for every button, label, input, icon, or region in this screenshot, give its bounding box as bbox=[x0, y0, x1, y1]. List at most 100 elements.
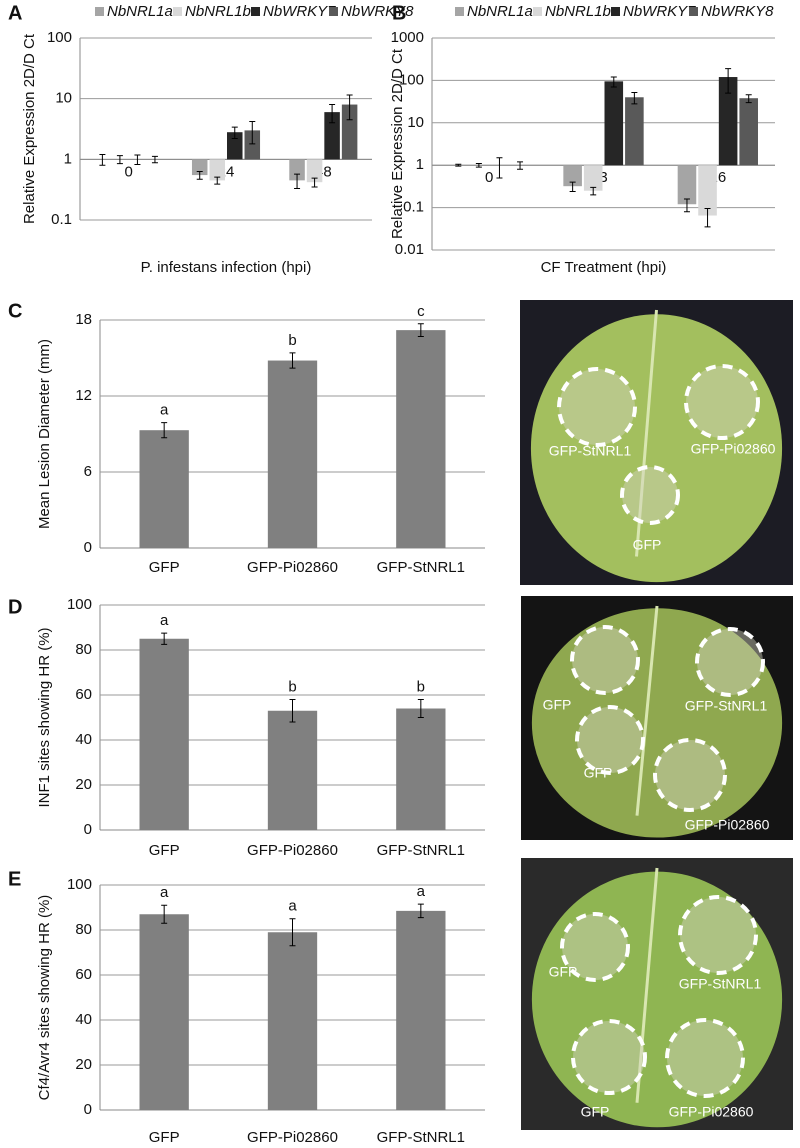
bar bbox=[139, 914, 189, 1110]
significance-label: b bbox=[288, 678, 296, 695]
y-tick-label: 0.1 bbox=[403, 199, 424, 216]
leaf-photo: GFP GFP-StNRL1 GFP GFP-Pi02860 bbox=[521, 858, 793, 1130]
significance-label: a bbox=[160, 612, 169, 629]
bar bbox=[227, 132, 243, 160]
error-bar bbox=[417, 903, 424, 919]
panel-letter: D bbox=[8, 596, 22, 618]
error-bar bbox=[455, 163, 462, 167]
bar bbox=[396, 708, 446, 830]
y-tick-label: 0 bbox=[84, 821, 92, 838]
leaf-photo: GFP GFP-StNRL1 GFP GFP-Pi02860 bbox=[521, 596, 793, 840]
error-bar bbox=[417, 323, 424, 337]
infiltration-site bbox=[695, 627, 765, 697]
legend-swatch bbox=[689, 7, 698, 16]
significance-label: a bbox=[160, 884, 169, 901]
y-axis-label: Relative Expression 2D/D Ct bbox=[389, 48, 406, 239]
site-label: GFP-Pi02860 bbox=[685, 817, 770, 833]
y-axis-label: Mean Lesion Diameter (mm) bbox=[36, 339, 53, 529]
error-bar bbox=[196, 171, 203, 180]
y-tick-label: 100 bbox=[67, 876, 92, 893]
bar bbox=[267, 932, 318, 1110]
x-tick-label: GFP-Pi02860 bbox=[247, 559, 338, 576]
significance-label: a bbox=[160, 402, 169, 419]
site-label: GFP bbox=[543, 697, 572, 713]
y-tick-label: 0 bbox=[84, 539, 92, 556]
x-tick-label: GFP-StNRL1 bbox=[377, 842, 465, 859]
bar bbox=[718, 77, 738, 166]
y-tick-label: 18 bbox=[75, 311, 92, 328]
bar bbox=[739, 98, 758, 166]
legend-swatch bbox=[455, 7, 464, 16]
significance-label: c bbox=[417, 303, 425, 320]
error-bar bbox=[631, 91, 638, 105]
error-bar bbox=[151, 155, 158, 164]
y-axis-label: INF1 sites showing HR (%) bbox=[36, 627, 53, 807]
y-tick-label: 80 bbox=[75, 921, 92, 938]
bar bbox=[191, 159, 208, 176]
y-tick-label: 12 bbox=[75, 387, 92, 404]
bar bbox=[324, 112, 340, 160]
x-tick-label: GFP-StNRL1 bbox=[377, 1129, 465, 1146]
y-axis-label: Cf4/Avr4 sites showing HR (%) bbox=[36, 895, 53, 1101]
panel-letter: A bbox=[8, 2, 22, 24]
infiltration-site bbox=[560, 912, 630, 982]
y-tick-label: 100 bbox=[67, 596, 92, 613]
bar bbox=[139, 638, 189, 830]
error-bar bbox=[161, 422, 168, 439]
y-tick-label: 60 bbox=[75, 686, 92, 703]
category-label: 0 bbox=[124, 163, 132, 180]
legend-swatch bbox=[533, 7, 542, 16]
category-label: 0 bbox=[485, 169, 493, 186]
legend-label: NbNRL1a bbox=[467, 3, 533, 20]
y-tick-label: 6 bbox=[84, 463, 92, 480]
error-bar bbox=[417, 699, 424, 718]
bar bbox=[306, 159, 323, 183]
x-tick-label: GFP-Pi02860 bbox=[247, 842, 338, 859]
bar bbox=[583, 165, 603, 191]
legend-label: NbWRKY8 bbox=[341, 3, 414, 20]
y-tick-label: 100 bbox=[399, 71, 424, 88]
error-bar bbox=[289, 918, 296, 947]
bar bbox=[209, 159, 225, 181]
site-label: GFP-Pi02860 bbox=[691, 441, 776, 457]
panel-letter: B bbox=[392, 2, 406, 24]
leaf-vein bbox=[635, 867, 659, 1103]
error-bar bbox=[610, 76, 617, 88]
legend-swatch bbox=[611, 7, 620, 16]
site-label: GFP-Pi02860 bbox=[669, 1104, 754, 1120]
error-bar bbox=[496, 157, 503, 179]
x-tick-label: GFP-StNRL1 bbox=[377, 559, 465, 576]
infiltration-site bbox=[575, 705, 645, 775]
leaf bbox=[530, 314, 783, 583]
bar bbox=[677, 165, 697, 205]
bar bbox=[563, 165, 582, 187]
error-bar bbox=[134, 154, 141, 166]
legend-label: NbNRL1b bbox=[545, 3, 611, 20]
x-axis-label: P. infestans infection (hpi) bbox=[141, 259, 312, 276]
error-bar bbox=[590, 186, 597, 196]
y-axis-label: Relative Expression 2D/D Ct bbox=[21, 33, 38, 224]
legend-swatch bbox=[329, 7, 338, 16]
y-tick-label: 40 bbox=[75, 1011, 92, 1028]
y-tick-label: 60 bbox=[75, 966, 92, 983]
legend-swatch bbox=[173, 7, 182, 16]
error-bar bbox=[569, 181, 576, 192]
error-bar bbox=[725, 68, 732, 94]
legend-label: NbNRL1b bbox=[185, 3, 251, 20]
bar bbox=[396, 330, 446, 548]
bar bbox=[267, 710, 318, 830]
error-bar bbox=[289, 699, 296, 723]
infiltration-site bbox=[620, 465, 680, 525]
x-tick-label: GFP bbox=[149, 559, 180, 576]
leaf-vein bbox=[635, 605, 659, 816]
significance-label: b bbox=[417, 678, 425, 695]
error-bar bbox=[161, 632, 168, 645]
y-tick-label: 40 bbox=[75, 731, 92, 748]
significance-label: a bbox=[288, 898, 297, 915]
site-label: GFP bbox=[633, 537, 662, 553]
site-label: GFP-StNRL1 bbox=[679, 976, 762, 992]
panel-letter: E bbox=[8, 868, 21, 890]
bar bbox=[625, 97, 644, 166]
x-tick-label: GFP-Pi02860 bbox=[247, 1129, 338, 1146]
y-tick-label: 1000 bbox=[391, 29, 424, 46]
